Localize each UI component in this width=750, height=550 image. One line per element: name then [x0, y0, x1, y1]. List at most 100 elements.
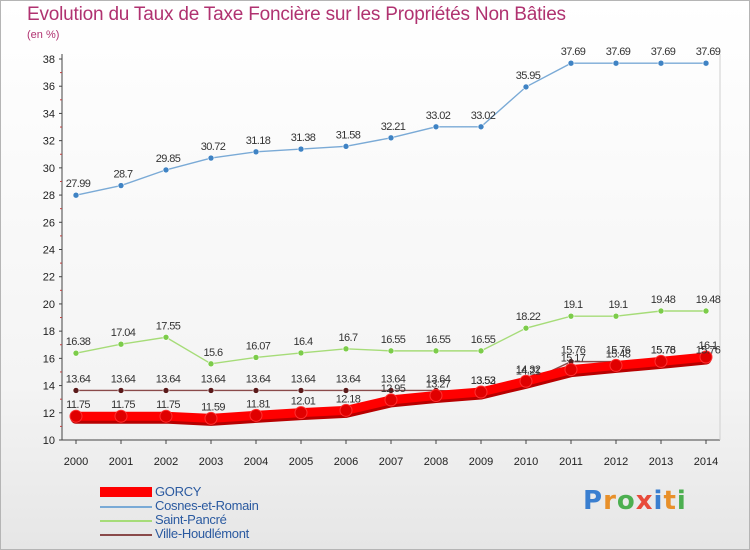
data-label-cosnes-et-romain-2007: 32.21	[381, 121, 406, 133]
data-label-saint-pancr--2011: 19.1	[563, 299, 582, 311]
point-saint-pancr--2004	[252, 354, 260, 361]
data-label-saint-pancr--2012: 19.1	[608, 299, 627, 311]
point-gorcy-2005	[294, 406, 308, 420]
data-label-cosnes-et-romain-2004: 31.18	[246, 135, 271, 147]
y-tick-label-20: 20	[43, 299, 55, 311]
data-label-ville-houdl-mont-2009: 13.52	[471, 375, 496, 387]
point-saint-pancr--2013	[657, 307, 665, 315]
data-label-gorcy-2009: 13.53	[471, 375, 496, 387]
x-tick-label-2001: 2001	[109, 456, 133, 468]
point-gorcy-2013	[654, 354, 668, 368]
x-tick-label-2014: 2014	[694, 456, 718, 468]
data-label-saint-pancr--2006: 16.7	[338, 332, 357, 344]
point-cosnes-et-romain-2014	[702, 59, 710, 67]
data-label-ville-houdl-mont-2011: 15.76	[561, 345, 586, 357]
point-saint-pancr--2010	[522, 324, 530, 332]
point-ville-houdl-mont-2003	[207, 387, 215, 394]
point-saint-pancr--2000	[72, 349, 80, 357]
data-label-saint-pancr--2009: 16.55	[471, 334, 496, 346]
data-label-gorcy-2002: 11.75	[156, 399, 180, 411]
logo-letter: t	[663, 486, 677, 516]
point-ville-houdl-mont-2000	[72, 387, 80, 394]
logo-letter: P	[583, 486, 604, 516]
data-label-gorcy-2001: 11.75	[111, 399, 135, 411]
data-label-ville-houdl-mont-2008: 13.64	[426, 373, 451, 385]
data-label-cosnes-et-romain-2005: 31.38	[291, 132, 316, 144]
data-label-gorcy-2006: 12.18	[336, 393, 361, 405]
y-tick-label-28: 28	[43, 190, 55, 202]
point-gorcy-2009	[474, 385, 488, 399]
point-saint-pancr--2002	[162, 333, 170, 341]
legend-label-ville-houdl-mont: Ville-Houdlémont	[155, 526, 249, 541]
data-label-cosnes-et-romain-2002: 29.85	[156, 153, 181, 165]
point-cosnes-et-romain-2008	[432, 123, 440, 131]
point-cosnes-et-romain-2003	[207, 154, 215, 162]
point-gorcy-2011	[564, 363, 578, 377]
data-label-gorcy-2014: 16.1	[698, 340, 717, 352]
point-saint-pancr--2007	[387, 347, 395, 355]
data-label-ville-houdl-mont-2007: 13.64	[381, 373, 406, 385]
data-label-ville-houdl-mont-2001: 13.64	[111, 373, 136, 385]
point-cosnes-et-romain-2000	[72, 191, 80, 199]
point-cosnes-et-romain-2012	[612, 59, 620, 67]
legend-swatch-saint-pancr-	[100, 520, 152, 522]
data-label-saint-pancr--2002: 17.55	[156, 320, 181, 332]
logo-letter: x	[635, 486, 654, 516]
logo-letter: o	[616, 486, 636, 516]
point-ville-houdl-mont-2004	[252, 387, 260, 394]
chart-subtitle: (en %)	[27, 29, 60, 41]
legend-label-cosnes-et-romain: Cosnes-et-Romain	[155, 498, 259, 513]
data-label-cosnes-et-romain-2000: 27.99	[66, 178, 91, 190]
data-label-cosnes-et-romain-2014: 37.69	[696, 46, 721, 58]
legend-swatch-cosnes-et-romain	[100, 506, 152, 508]
point-saint-pancr--2008	[432, 347, 440, 355]
data-label-gorcy-2008: 13.27	[426, 379, 451, 391]
point-saint-pancr--2001	[117, 340, 125, 348]
data-label-saint-pancr--2000: 16.38	[66, 336, 91, 348]
data-label-cosnes-et-romain-2001: 28.7	[113, 169, 132, 181]
data-label-ville-houdl-mont-2002: 13.64	[156, 373, 181, 385]
data-label-cosnes-et-romain-2008: 33.02	[426, 110, 451, 122]
legend-label-gorcy: GORCY	[155, 484, 202, 499]
x-tick-label-2005: 2005	[289, 456, 313, 468]
legend-label-saint-pancr-: Saint-Pancré	[155, 512, 227, 527]
point-gorcy-2006	[339, 403, 353, 417]
data-label-saint-pancr--2003: 15.6	[203, 347, 222, 359]
point-saint-pancr--2012	[612, 312, 620, 320]
x-tick-label-2008: 2008	[424, 456, 448, 468]
data-label-saint-pancr--2005: 16.4	[293, 336, 312, 348]
logo-letter: i	[676, 486, 687, 516]
data-label-cosnes-et-romain-2009: 33.02	[471, 110, 496, 122]
logo-letter: i	[653, 486, 664, 516]
data-label-cosnes-et-romain-2012: 37.69	[606, 46, 631, 58]
data-label-gorcy-2013: 15.78	[651, 344, 676, 356]
point-ville-houdl-mont-2001	[117, 387, 125, 394]
point-gorcy-2002	[159, 409, 173, 423]
point-cosnes-et-romain-2006	[342, 143, 350, 150]
y-tick-label-34: 34	[43, 108, 55, 120]
point-cosnes-et-romain-2009	[477, 123, 485, 131]
point-cosnes-et-romain-2010	[522, 83, 530, 91]
data-label-ville-houdl-mont-2005: 13.64	[291, 373, 316, 385]
y-tick-label-12: 12	[43, 408, 55, 420]
x-tick-label-2007: 2007	[379, 456, 403, 468]
data-label-ville-houdl-mont-2004: 13.64	[246, 373, 271, 385]
point-gorcy-2001	[114, 409, 128, 423]
data-label-cosnes-et-romain-2011: 37.69	[561, 46, 586, 58]
y-tick-label-36: 36	[43, 81, 55, 93]
point-saint-pancr--2005	[297, 349, 305, 357]
y-tick-label-38: 38	[43, 54, 55, 66]
x-tick-label-2009: 2009	[469, 456, 493, 468]
point-cosnes-et-romain-2007	[387, 134, 395, 142]
point-cosnes-et-romain-2013	[657, 59, 665, 67]
chart-title: Evolution du Taux de Taxe Foncière sur l…	[27, 4, 566, 25]
data-label-ville-houdl-mont-2012: 15.76	[606, 345, 631, 357]
data-label-cosnes-et-romain-2006: 31.58	[336, 129, 361, 141]
data-label-gorcy-2007: 12.95	[381, 383, 406, 395]
point-gorcy-2003	[204, 411, 218, 425]
x-tick-label-2000: 2000	[64, 456, 88, 468]
point-ville-houdl-mont-2006	[342, 387, 350, 394]
x-tick-label-2010: 2010	[514, 456, 538, 468]
